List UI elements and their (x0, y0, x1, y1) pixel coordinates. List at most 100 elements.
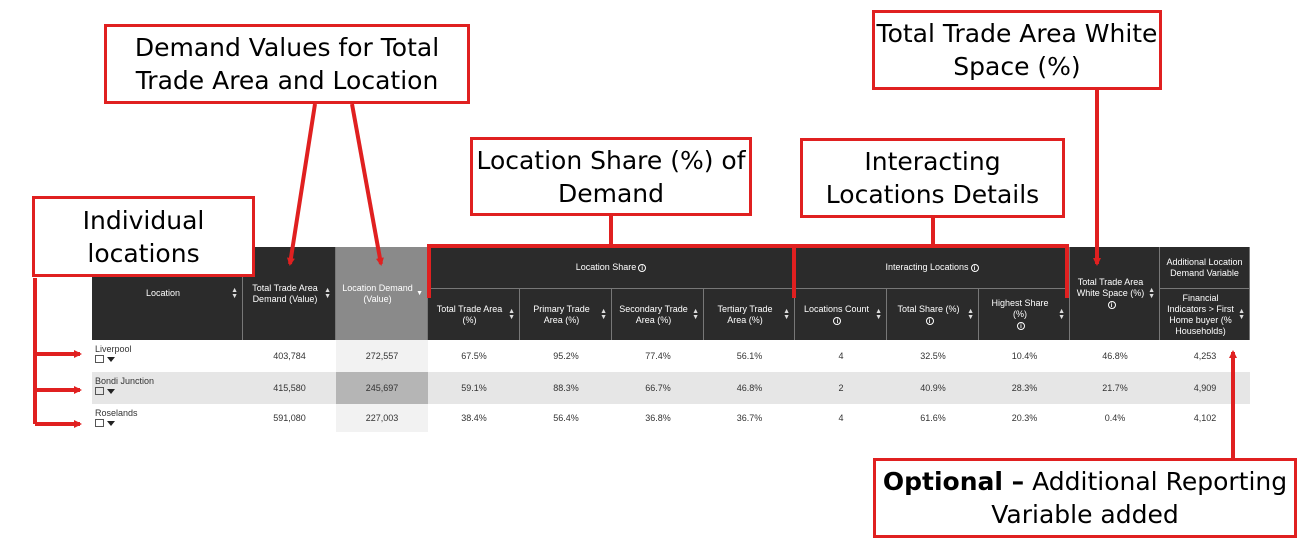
header-tta-demand-label: Total Trade Area Demand (Value) (252, 282, 318, 304)
share-primary-cell: 56.4% (553, 413, 579, 423)
callout-interacting: Interacting Locations Details (800, 138, 1065, 218)
map-icon[interactable] (95, 355, 104, 363)
sort-icon[interactable]: ▲ ▼ (875, 307, 882, 321)
header-highest-share[interactable]: Highest Share (%) i ▲ ▼ (979, 289, 1070, 340)
info-icon[interactable]: i (833, 316, 842, 325)
callout-demand-values-text: Demand Values for Total Trade Area and L… (134, 33, 440, 95)
white-space-cell: 46.8% (1102, 351, 1128, 361)
highest-share-cell: 20.3% (1011, 413, 1038, 423)
header-location-demand[interactable]: Location Demand (Value) ▼ (336, 247, 428, 340)
sort-icon[interactable]: ▲ ▼ (1238, 307, 1245, 321)
header-share-primary[interactable]: Primary Trade Area (%) ▲ ▼ (520, 289, 612, 340)
callout-location-share-text: Location Share (%) of Demand (476, 145, 746, 208)
header-locations-count-label: Locations Count i (803, 303, 870, 325)
sort-icon[interactable]: ▲ ▼ (783, 307, 790, 321)
sort-desc-icon[interactable]: ▼ (416, 289, 423, 297)
total-share-cell: 61.6% (920, 413, 946, 423)
location-cell[interactable]: Liverpool (92, 340, 243, 372)
white-space-cell: 0.4% (1104, 413, 1126, 423)
header-group-additional-label: Additional Location Demand Variable (1166, 256, 1243, 278)
header-white-space[interactable]: Total Trade Area White Space (%) i ▲ ▼ (1070, 247, 1160, 340)
sort-icon[interactable]: ▲ ▼ (231, 286, 238, 300)
share-tertiary-cell: 56.1% (736, 351, 763, 361)
header-highest-share-label: Highest Share (%) i (991, 298, 1049, 330)
header-group-location-share: Location Share i (428, 247, 795, 289)
header-share-tta-label: Total Trade Area (%) (436, 303, 503, 325)
callout-demand-values: Demand Values for Total Trade Area and L… (104, 24, 470, 104)
info-icon[interactable]: i (638, 263, 647, 272)
header-locations-count[interactable]: Locations Count i ▲ ▼ (795, 289, 887, 340)
info-icon[interactable]: i (1017, 322, 1025, 330)
location-name[interactable]: Roselands (95, 408, 138, 418)
sort-icon[interactable]: ▲ ▼ (1148, 286, 1155, 300)
sort-icon[interactable]: ▲ ▼ (600, 307, 607, 321)
highest-share-cell: 10.4% (1011, 351, 1038, 361)
white-space-cell: 21.7% (1102, 383, 1128, 393)
header-share-tta[interactable]: Total Trade Area (%) ▲ ▼ (428, 289, 520, 340)
highest-share-cell: 28.3% (1011, 383, 1038, 393)
locations-count-cell: 4 (838, 413, 844, 423)
sort-icon[interactable]: ▲ ▼ (508, 307, 515, 321)
header-share-secondary-label: Secondary Trade Area (%) (619, 303, 688, 325)
map-icon[interactable] (95, 387, 104, 395)
table-row[interactable]: Roselands 591,080 227,003 38.4% 56.4% 36… (92, 404, 1250, 432)
header-financial[interactable]: Financial Indicators > First Home buyer … (1160, 289, 1250, 340)
location-demand-cell: 245,697 (336, 372, 428, 404)
header-tta-demand[interactable]: Total Trade Area Demand (Value) ▲ ▼ (243, 247, 336, 340)
callout-location-share: Location Share (%) of Demand (470, 137, 752, 216)
header-group-interacting-label: Interacting Locations (885, 262, 969, 272)
location-name[interactable]: Bondi Junction (95, 376, 155, 386)
location-cell[interactable]: Bondi Junction (92, 372, 243, 404)
total-share-cell: 32.5% (920, 351, 946, 361)
financial-cell: 4,909 (1193, 383, 1217, 393)
table-row[interactable]: Liverpool 403,784 272,557 67.5% 95.2% 77… (92, 340, 1250, 372)
location-name[interactable]: Liverpool (95, 344, 132, 354)
callout-interacting-text: Interacting Locations Details (825, 147, 1040, 209)
header-total-share[interactable]: Total Share (%) i ▲ ▼ (887, 289, 979, 340)
info-icon[interactable]: i (970, 263, 979, 272)
share-secondary-cell: 77.4% (645, 351, 671, 361)
financial-cell: 4,253 (1193, 351, 1217, 361)
info-icon[interactable]: i (1107, 301, 1116, 309)
info-icon[interactable]: i (925, 316, 934, 325)
total-share-cell: 40.9% (920, 383, 946, 393)
callout-white-space-text: Total Trade Area White Space (%) (876, 19, 1158, 81)
caret-down-icon[interactable] (107, 420, 115, 426)
header-share-primary-label: Primary Trade Area (%) (533, 303, 590, 325)
callout-optional-rest: Additional Reporting Variable added (991, 467, 1288, 529)
header-total-share-label: Total Share (%) i (897, 303, 960, 325)
tta-demand-cell: 415,580 (273, 383, 306, 393)
share-secondary-cell: 66.7% (645, 383, 671, 393)
sort-icon[interactable]: ▲ ▼ (1058, 307, 1065, 321)
share-tta-cell: 59.1% (461, 383, 487, 393)
header-group-interacting: Interacting Locations i (795, 247, 1070, 289)
share-primary-cell: 88.3% (553, 383, 579, 393)
location-cell[interactable]: Roselands (92, 404, 243, 432)
header-share-secondary[interactable]: Secondary Trade Area (%) ▲ ▼ (612, 289, 704, 340)
caret-down-icon[interactable] (107, 388, 115, 394)
sort-icon[interactable]: ▲ ▼ (692, 307, 699, 321)
table-row[interactable]: Bondi Junction 415,580 245,697 59.1% 88.… (92, 372, 1250, 404)
map-icon[interactable] (95, 419, 104, 427)
sort-icon[interactable]: ▲ ▼ (967, 307, 974, 321)
share-tertiary-cell: 46.8% (736, 383, 763, 393)
tta-demand-cell: 403,784 (273, 351, 306, 361)
share-secondary-cell: 36.8% (645, 413, 671, 423)
locations-count-cell: 4 (838, 351, 844, 361)
header-share-tertiary[interactable]: Tertiary Trade Area (%) ▲ ▼ (704, 289, 795, 340)
tta-demand-cell: 591,080 (273, 413, 306, 423)
callout-individual-text: Individual locations (82, 205, 205, 268)
share-tertiary-cell: 36.7% (736, 413, 763, 423)
header-white-space-label: Total Trade Area White Space (%) i (1076, 277, 1145, 309)
share-tta-cell: 67.5% (461, 351, 487, 361)
location-demand-table: Location ▲ ▼ Total Trade Area Demand (Val… (92, 247, 1250, 432)
header-location-demand-label: Location Demand (Value) (342, 282, 413, 304)
sort-icon[interactable]: ▲ ▼ (324, 286, 331, 300)
caret-down-icon[interactable] (107, 356, 115, 362)
header-share-tertiary-label: Tertiary Trade Area (%) (717, 303, 773, 325)
callout-optional-text: Optional – Additional Reporting Variable… (876, 465, 1294, 531)
callout-optional-bold: Optional – (882, 467, 1025, 496)
locations-count-cell: 2 (838, 383, 844, 393)
header-group-location-share-label: Location Share (575, 262, 637, 272)
callout-individual-locations: Individual locations (32, 196, 255, 277)
